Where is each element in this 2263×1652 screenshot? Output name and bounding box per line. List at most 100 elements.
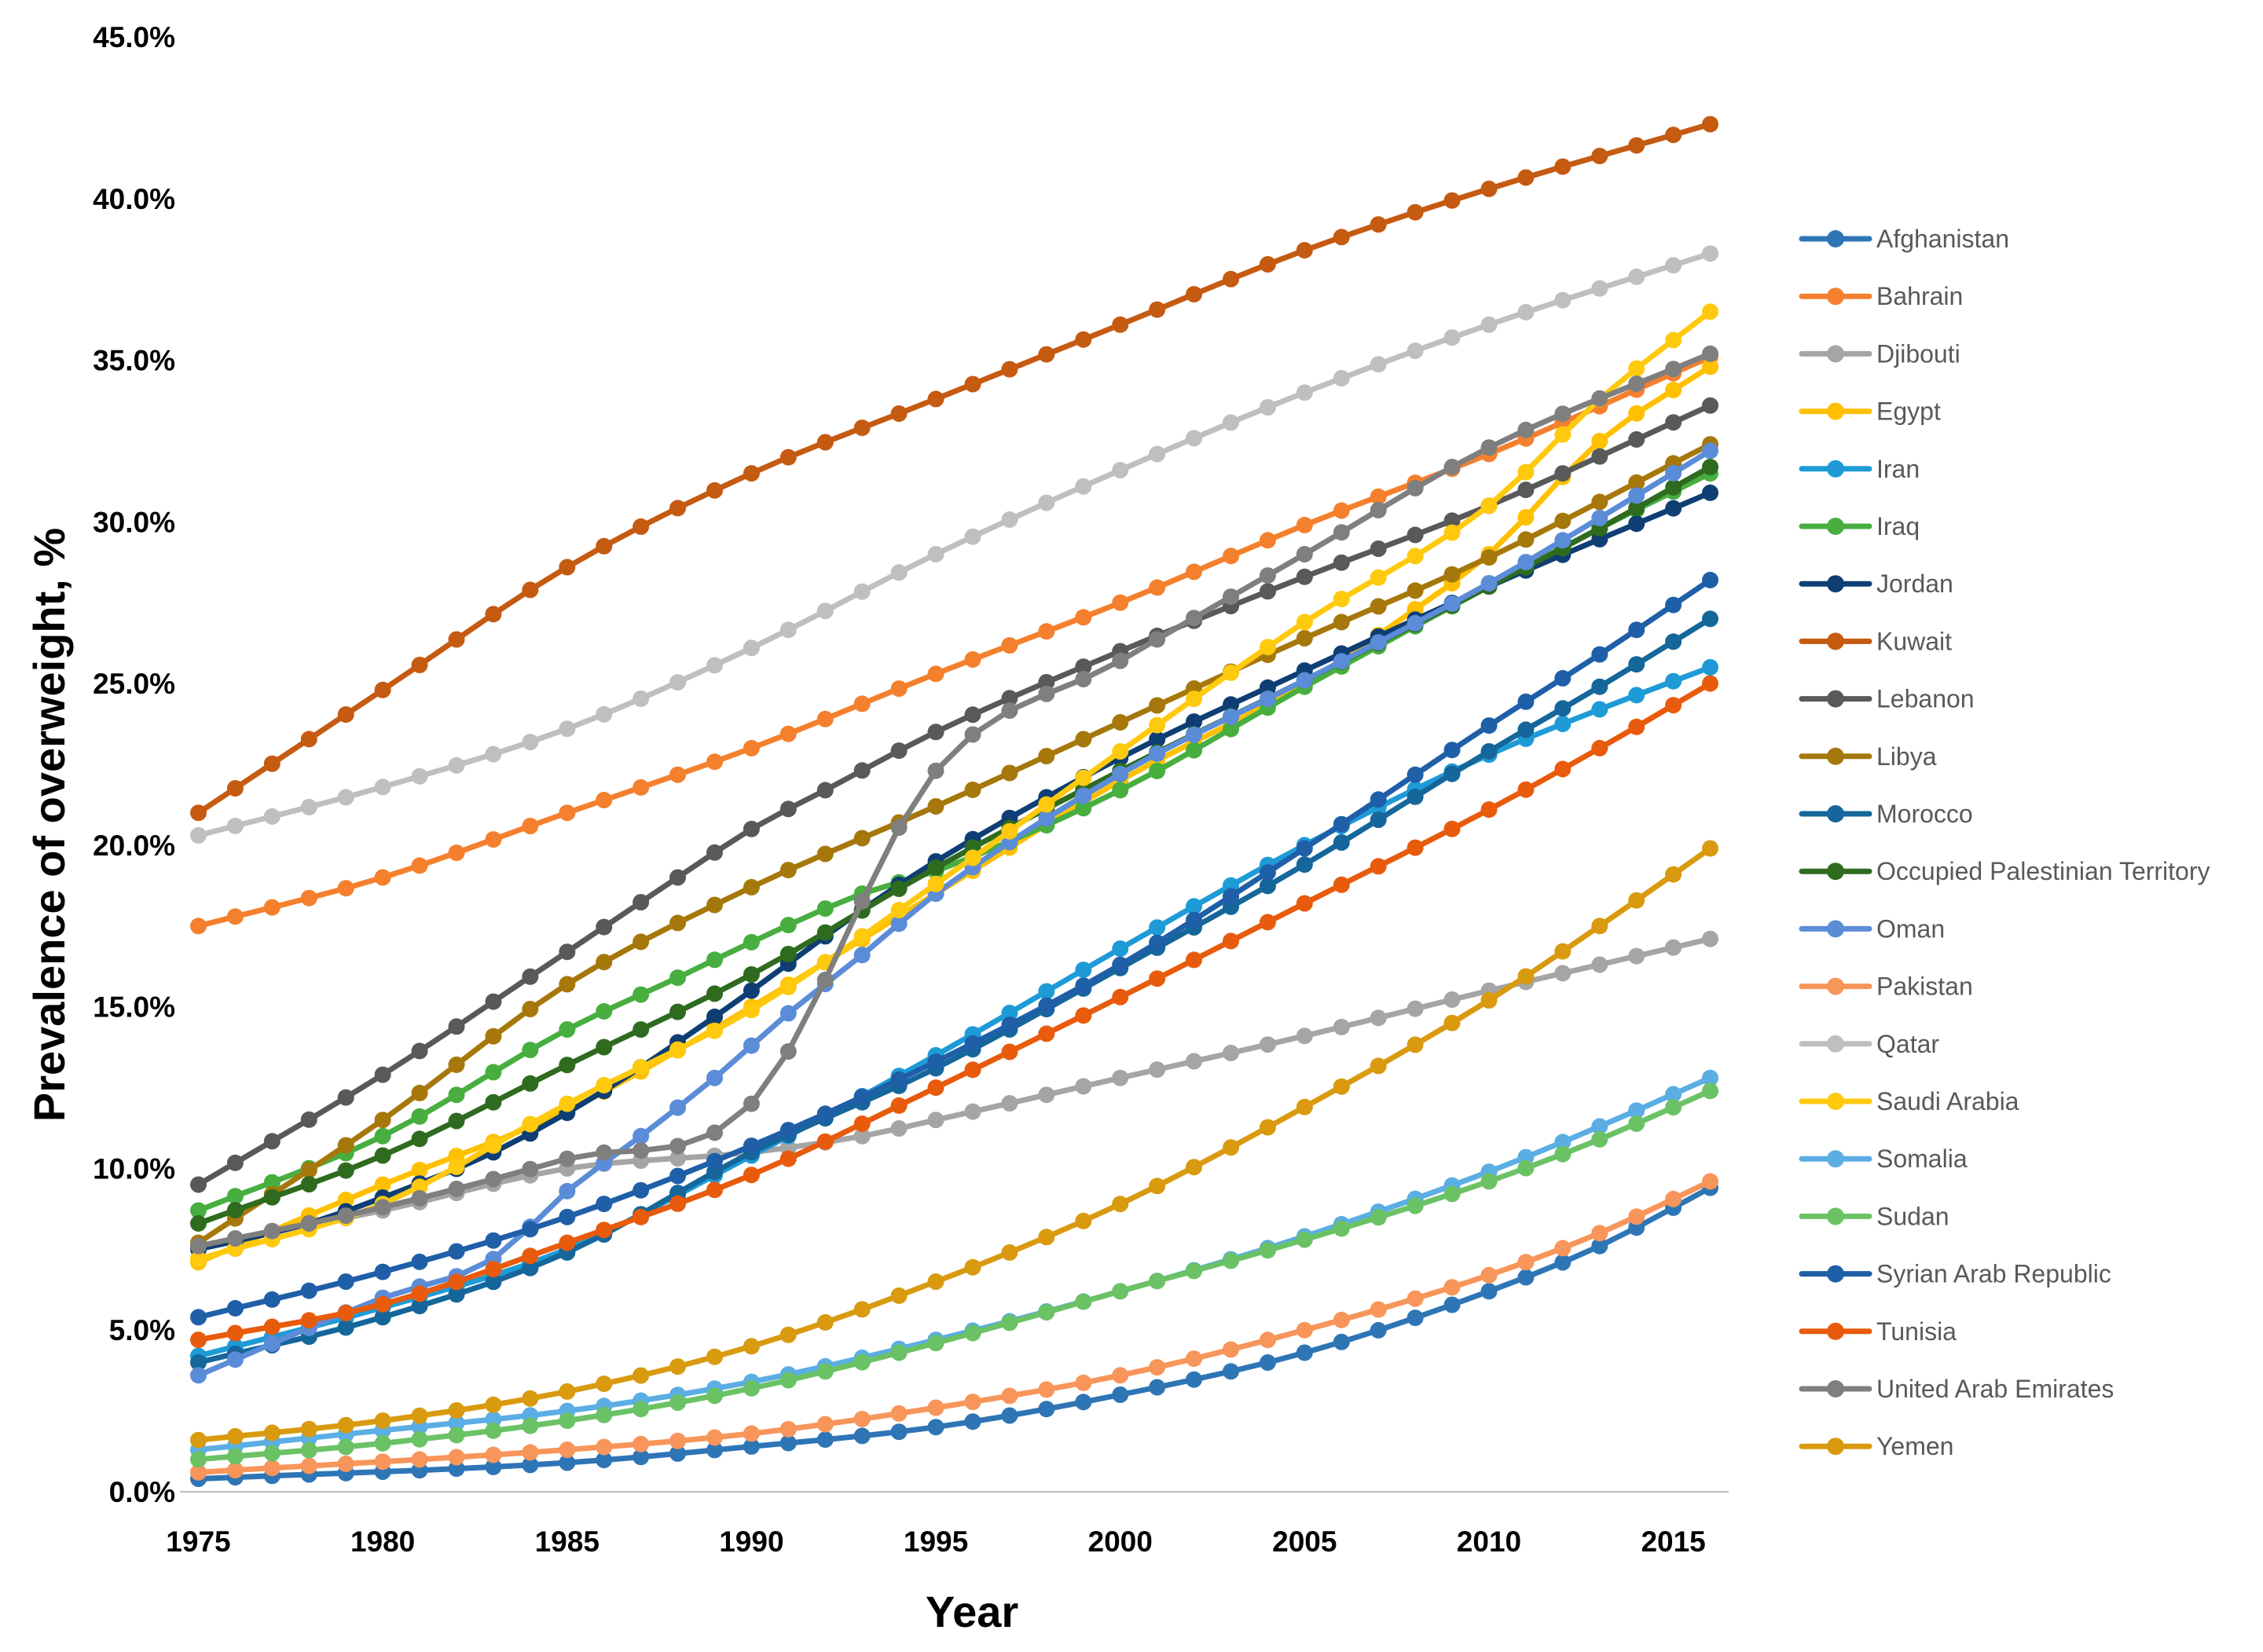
data-point	[337, 1089, 354, 1106]
data-point	[1443, 459, 1461, 475]
data-point	[743, 1338, 760, 1355]
legend-label: Somalia	[1876, 1145, 1968, 1173]
data-point	[522, 1259, 539, 1277]
data-point	[226, 817, 244, 834]
legend-item-lebanon: Lebanon	[1799, 685, 1975, 713]
data-point	[1628, 1115, 1645, 1132]
data-point	[927, 665, 944, 683]
data-point	[337, 1207, 354, 1224]
data-point	[374, 1147, 391, 1164]
data-point	[1407, 1036, 1424, 1053]
data-point	[964, 1061, 981, 1079]
data-point	[633, 1021, 650, 1038]
data-point	[1333, 554, 1350, 571]
data-point	[743, 1002, 760, 1019]
data-point	[1591, 646, 1608, 663]
data-point	[1186, 898, 1202, 915]
data-point	[559, 1208, 576, 1225]
legend-label: Yemen	[1876, 1432, 1953, 1460]
data-point	[1591, 280, 1608, 297]
data-point	[485, 1170, 502, 1188]
data-point	[743, 1438, 760, 1455]
data-point	[1001, 822, 1018, 840]
data-point	[1407, 548, 1424, 565]
legend-label: Sudan	[1876, 1202, 1949, 1230]
data-point	[1149, 631, 1166, 648]
data-point	[816, 710, 834, 727]
data-point	[226, 908, 244, 925]
data-point	[485, 1396, 502, 1413]
data-point	[1480, 991, 1498, 1009]
data-point	[669, 969, 686, 987]
data-point	[1443, 820, 1461, 837]
legend-marker	[1827, 1322, 1844, 1340]
data-point	[1112, 1386, 1129, 1403]
data-point	[779, 449, 797, 466]
legend-marker	[1827, 460, 1844, 478]
data-point	[1112, 940, 1129, 958]
data-point	[1407, 766, 1424, 783]
data-point	[1407, 788, 1424, 805]
legend-marker	[1827, 1438, 1844, 1456]
data-point	[1517, 721, 1535, 738]
data-point	[337, 1192, 354, 1208]
data-point	[633, 518, 650, 535]
data-point	[1665, 596, 1682, 614]
y-tick-label: 0.0%	[109, 1476, 175, 1508]
x-tick-label: 1985	[535, 1526, 600, 1558]
data-point	[1702, 115, 1718, 133]
data-point	[411, 1130, 428, 1148]
data-point	[300, 1420, 317, 1438]
data-point	[596, 954, 613, 971]
y-tick-label: 5.0%	[109, 1314, 175, 1346]
data-point	[1259, 1331, 1276, 1349]
data-point	[1259, 256, 1276, 273]
data-point	[816, 782, 834, 799]
data-point	[1296, 1027, 1313, 1045]
data-point	[1407, 342, 1424, 359]
data-point	[1186, 911, 1202, 929]
data-point	[1554, 669, 1572, 687]
data-point	[559, 976, 576, 993]
y-tick-label: 30.0%	[93, 506, 175, 538]
data-point	[1370, 598, 1387, 615]
data-point	[1554, 943, 1572, 960]
data-point	[1038, 1401, 1055, 1418]
legend-marker	[1827, 690, 1844, 708]
x-tick-label: 1980	[350, 1526, 415, 1558]
data-point	[596, 537, 613, 555]
y-tick-label: 35.0%	[93, 345, 175, 377]
data-point	[927, 762, 944, 779]
data-point	[263, 1222, 281, 1240]
series-libya	[190, 436, 1718, 1251]
data-point	[300, 1162, 317, 1178]
legend-label: Kuwait	[1876, 627, 1952, 655]
data-point	[1628, 360, 1645, 377]
data-point	[1702, 675, 1718, 692]
data-point	[1628, 656, 1645, 673]
data-point	[743, 982, 760, 999]
data-point	[964, 651, 981, 668]
data-point	[1370, 791, 1387, 808]
legend-item-djibouti: Djibouti	[1799, 339, 1960, 368]
data-point	[1075, 609, 1092, 626]
data-point	[1186, 563, 1202, 581]
data-point	[1149, 731, 1166, 748]
data-point	[485, 1027, 502, 1045]
data-point	[411, 1285, 428, 1302]
data-point	[1443, 991, 1461, 1008]
data-point	[1628, 621, 1645, 639]
data-point	[559, 559, 576, 576]
data-point	[853, 1088, 871, 1105]
data-point	[596, 1144, 613, 1161]
data-point	[1001, 1244, 1018, 1261]
data-point	[1443, 595, 1461, 612]
legend-marker	[1827, 518, 1844, 535]
data-point	[1628, 405, 1645, 422]
data-point	[853, 830, 871, 847]
legend-label: Qatar	[1876, 1030, 1939, 1058]
legend-marker	[1827, 863, 1844, 881]
data-point	[964, 1394, 981, 1411]
data-point	[1554, 512, 1572, 529]
data-point	[1075, 331, 1092, 348]
